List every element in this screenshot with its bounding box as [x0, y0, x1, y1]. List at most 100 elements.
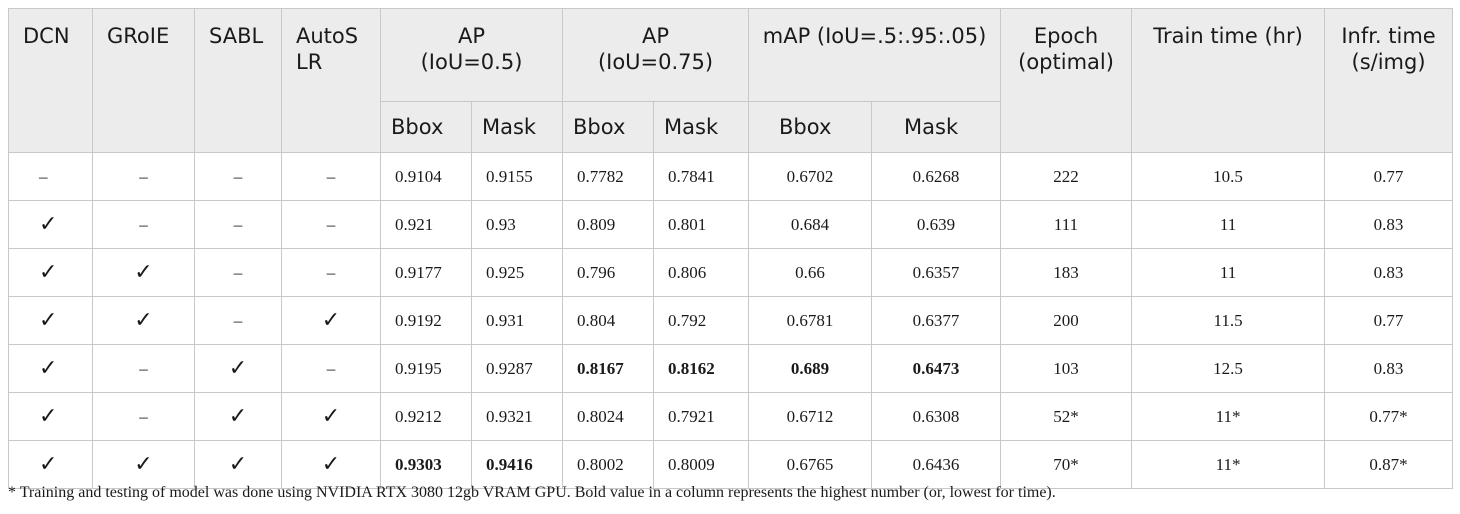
cell-ap75-mask: 0.792 — [653, 296, 750, 345]
table-row: ✓ ✓ – ✓ 0.9192 0.931 0.804 0.792 0.6781 0.6377 200… — [8, 296, 1454, 345]
header-map: mAP (IoU=.5:.95:.05) — [748, 8, 1002, 102]
bold-best-value: 0.689 — [790, 358, 830, 378]
cell-infr-time: 0.77 — [1324, 152, 1454, 201]
cell-map-bbox: 0.6702 — [748, 152, 873, 201]
cell-ap75-mask: 0.7841 — [653, 152, 750, 201]
cell-map-mask: 0.6377 — [871, 296, 1002, 345]
header-dcn: DCN — [8, 8, 93, 153]
subheader-ap75-mask: Mask — [653, 101, 750, 153]
cell-train-time: 11* — [1131, 392, 1326, 441]
cell-train-time: 11 — [1131, 248, 1326, 297]
cell-ap50-mask: 0.93 — [470, 200, 564, 249]
cell-groie: ✓ — [92, 296, 195, 345]
header-sabl: SABL — [194, 8, 282, 153]
cell-autoslr: – — [281, 344, 381, 393]
cell-ap50-mask: 0.931 — [470, 296, 564, 345]
cell-map-bbox: 0.6781 — [748, 296, 873, 345]
cell-autoslr: ✓ — [281, 296, 381, 345]
cell-ap75-mask: 0.806 — [653, 248, 750, 297]
cell-ap50-bbox: 0.921 — [380, 200, 472, 249]
cell-train-time: 10.5 — [1131, 152, 1326, 201]
header-train-time: Train time (hr) — [1131, 8, 1326, 153]
cell-train-time: 12.5 — [1131, 344, 1326, 393]
cell-sabl: – — [194, 296, 282, 345]
cell-ap75-mask: 0.8162 — [653, 344, 750, 393]
cell-epoch: 52* — [1000, 392, 1133, 441]
cell-map-bbox: 0.684 — [748, 200, 873, 249]
bold-best-value: 0.9303 — [395, 454, 442, 474]
cell-train-time: 11* — [1131, 440, 1326, 489]
cell-ap50-bbox: 0.9192 — [380, 296, 472, 345]
cell-dcn: ✓ — [8, 248, 93, 297]
cell-dcn: ✓ — [8, 296, 93, 345]
table-row: ✓ – – –0.921 0.93 0.809 0.801 0.684 0.639 111 11 0.… — [8, 200, 1454, 249]
cell-map-mask: 0.6436 — [871, 440, 1002, 489]
cell-ap75-mask: 0.801 — [653, 200, 750, 249]
cell-groie: ✓ — [92, 440, 195, 489]
cell-infr-time: 0.83 — [1324, 248, 1454, 297]
cell-map-bbox: 0.689 — [748, 344, 873, 393]
cell-ap75-bbox: 0.809 — [562, 200, 655, 249]
cell-groie: – — [92, 392, 195, 441]
cell-infr-time: 0.83 — [1324, 344, 1454, 393]
cell-ap50-mask: 0.925 — [470, 248, 564, 297]
results-table-container: DCN GRoIE SABL AutoS LR AP (IoU=0.5) AP (Io… — [8, 8, 1454, 489]
cell-dcn: ✓ — [8, 392, 93, 441]
cell-map-mask: 0.6268 — [871, 152, 1002, 201]
bold-best-value: 0.8167 — [577, 358, 624, 378]
table-row: ✓ ✓ ✓ ✓ 0.9303 0.9416 0.8002 0.8009 0.6765 0.6436… — [8, 440, 1454, 489]
cell-dcn: ✓ — [8, 344, 93, 393]
cell-ap50-bbox: 0.9195 — [380, 344, 472, 393]
subheader-map-bbox: Bbox — [748, 101, 873, 153]
cell-ap75-bbox: 0.8002 — [562, 440, 655, 489]
cell-infr-time: 0.83 — [1324, 200, 1454, 249]
bold-best-value: 0.9416 — [486, 454, 533, 474]
cell-ap50-bbox: 0.9177 — [380, 248, 472, 297]
cell-autoslr: – — [281, 152, 381, 201]
cell-ap50-mask: 0.9321 — [470, 392, 564, 441]
cell-ap50-bbox: 0.9212 — [380, 392, 472, 441]
cell-epoch: 222 — [1000, 152, 1133, 201]
cell-dcn: ✓ — [8, 200, 93, 249]
cell-infr-time: 0.87* — [1324, 440, 1454, 489]
cell-dcn: – — [8, 152, 93, 201]
cell-groie: – — [92, 200, 195, 249]
cell-ap75-bbox: 0.7782 — [562, 152, 655, 201]
cell-map-bbox: 0.66 — [748, 248, 873, 297]
cell-sabl: ✓ — [194, 440, 282, 489]
cell-epoch: 70* — [1000, 440, 1133, 489]
cell-sabl: – — [194, 200, 282, 249]
cell-sabl: ✓ — [194, 392, 282, 441]
cell-ap75-bbox: 0.8167 — [562, 344, 655, 393]
table-header: DCN GRoIE SABL AutoS LR AP (IoU=0.5) AP (Io… — [8, 8, 1454, 153]
cell-ap50-bbox: 0.9104 — [380, 152, 472, 201]
cell-ap50-mask: 0.9287 — [470, 344, 564, 393]
cell-map-mask: 0.6308 — [871, 392, 1002, 441]
cell-autoslr: – — [281, 248, 381, 297]
cell-epoch: 111 — [1000, 200, 1133, 249]
cell-groie: – — [92, 344, 195, 393]
table-row: ✓ – ✓ ✓ 0.9212 0.9321 0.8024 0.7921 0.6712 0.6308… — [8, 392, 1454, 441]
cell-ap75-mask: 0.7921 — [653, 392, 750, 441]
footnote: * Training and testing of model was done… — [8, 484, 1056, 501]
cell-map-bbox: 0.6712 — [748, 392, 873, 441]
cell-sabl: – — [194, 152, 282, 201]
bold-best-value: 0.6473 — [912, 358, 960, 378]
bold-best-value: 0.8162 — [668, 358, 715, 378]
cell-train-time: 11.5 — [1131, 296, 1326, 345]
header-ap50: AP (IoU=0.5) — [379, 8, 564, 102]
cell-groie: ✓ — [92, 248, 195, 297]
cell-map-mask: 0.639 — [871, 200, 1002, 249]
cell-map-mask: 0.6473 — [871, 344, 1002, 393]
cell-autoslr: ✓ — [281, 392, 381, 441]
cell-map-mask: 0.6357 — [871, 248, 1002, 297]
cell-ap50-mask: 0.9416 — [470, 440, 564, 489]
cell-dcn: ✓ — [8, 440, 93, 489]
cell-ap75-mask: 0.8009 — [653, 440, 750, 489]
results-table: DCN GRoIE SABL AutoS LR AP (IoU=0.5) AP (Io… — [8, 8, 1454, 489]
table-body: – – – –0.9104 0.9155 0.7782 0.7841 0.6702 0.6268… — [8, 152, 1454, 489]
cell-autoslr: – — [281, 200, 381, 249]
header-infr-time: Infr. time (s/img) — [1324, 8, 1454, 153]
cell-ap75-bbox: 0.804 — [562, 296, 655, 345]
cell-infr-time: 0.77* — [1324, 392, 1454, 441]
